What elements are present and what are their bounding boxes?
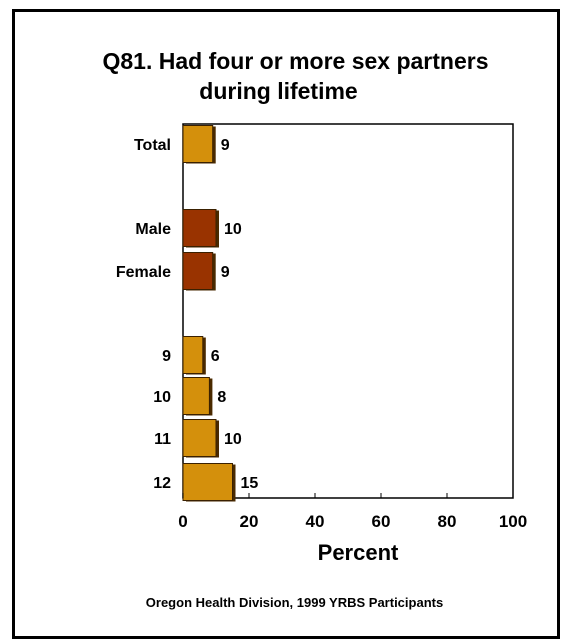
category-label: 9: [162, 348, 171, 365]
data-label: 9: [221, 137, 230, 154]
data-label: 15: [241, 475, 259, 492]
bar-male: [182, 209, 217, 247]
category-label: Male: [135, 221, 171, 238]
chart-title: Q81. Had four or more sex partners durin…: [0, 46, 579, 106]
x-tick-label: 40: [306, 512, 325, 531]
data-label: 10: [224, 221, 242, 238]
bar-10: [182, 377, 210, 415]
bar-female: [182, 252, 214, 290]
chart-title-line-1: Q81. Had four or more sex partners: [102, 48, 489, 74]
plot-area: [182, 123, 514, 499]
x-tick-label: 60: [372, 512, 391, 531]
x-tick-label: 100: [499, 512, 527, 531]
x-tick-label: 0: [178, 512, 187, 531]
chart-frame: [12, 9, 560, 639]
chart-title-line-2: during lifetime: [199, 78, 358, 104]
category-label: 12: [153, 475, 171, 492]
category-label: 11: [154, 431, 171, 448]
data-label: 9: [221, 264, 230, 281]
x-tick-label: 20: [240, 512, 259, 531]
chart-footer: Oregon Health Division, 1999 YRBS Partic…: [0, 595, 579, 610]
bar-9: [182, 336, 204, 374]
category-label: 10: [153, 389, 171, 406]
bar-11: [182, 419, 217, 457]
data-label: 8: [217, 389, 226, 406]
bar-total: [182, 125, 214, 163]
category-label: Total: [134, 137, 171, 154]
data-label: 10: [224, 431, 242, 448]
x-axis-label: Percent: [318, 540, 399, 565]
x-tick-label: 80: [438, 512, 457, 531]
footer-text: Oregon Health Division, 1999 YRBS Partic…: [145, 595, 444, 610]
category-label: Female: [116, 264, 171, 281]
data-label: 6: [211, 348, 220, 365]
bar-12: [182, 463, 233, 501]
